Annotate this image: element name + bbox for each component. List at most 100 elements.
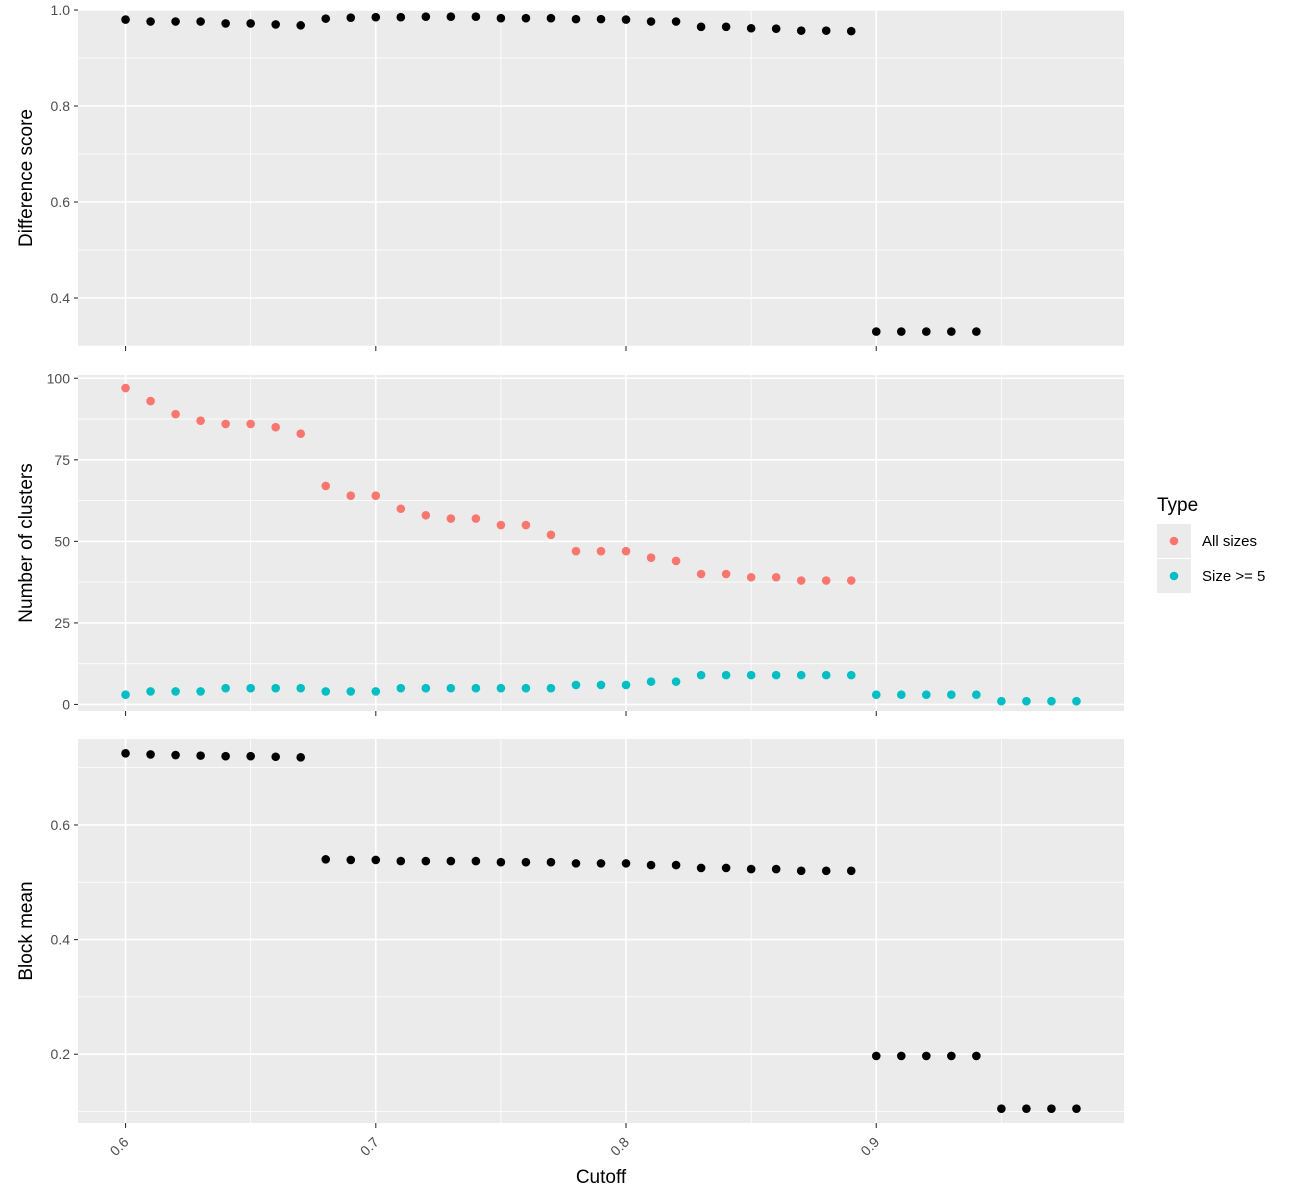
data-point	[521, 520, 531, 530]
data-point	[1072, 1104, 1081, 1113]
data-point	[846, 866, 856, 876]
data-point	[121, 749, 130, 758]
data-point	[396, 856, 406, 866]
data-point	[146, 17, 155, 26]
data-point	[521, 857, 531, 867]
data-point	[871, 327, 881, 336]
data-point	[446, 856, 456, 866]
data-point	[1022, 696, 1031, 706]
data-point	[821, 866, 831, 876]
data-point	[371, 855, 381, 865]
data-point	[171, 750, 180, 760]
data-point	[171, 17, 180, 26]
data-point	[346, 687, 356, 696]
data-point	[421, 856, 431, 866]
data-point	[496, 683, 506, 693]
data-point	[621, 859, 631, 868]
data-point	[146, 750, 155, 759]
data-point	[721, 569, 731, 579]
data-point	[947, 327, 956, 336]
data-point	[696, 863, 706, 873]
data-point	[871, 1051, 881, 1061]
data-point	[196, 416, 205, 425]
data-point	[746, 23, 756, 33]
data-point	[972, 1051, 981, 1061]
data-point	[646, 17, 656, 26]
y-tick-label: 0	[62, 696, 70, 712]
data-point	[271, 752, 280, 762]
data-point	[496, 520, 506, 530]
data-point	[721, 863, 731, 873]
data-point	[321, 687, 331, 696]
data-point	[997, 696, 1006, 706]
x-tick-label: 0.6	[107, 1134, 132, 1159]
data-point	[246, 683, 255, 693]
data-point	[596, 14, 606, 24]
data-point	[846, 670, 856, 680]
data-point	[321, 855, 331, 864]
data-point	[596, 546, 606, 556]
data-point	[646, 677, 656, 686]
data-point	[346, 491, 356, 500]
data-point	[796, 576, 806, 585]
data-point	[221, 751, 230, 761]
panel-block-mean: 0.2 0.4 0.6 0.6 0.7 0.8 0.9 Block mean Cutoff	[16, 739, 1124, 1188]
legend-label: All sizes	[1202, 533, 1257, 550]
panel-background	[78, 375, 1124, 711]
data-point	[221, 419, 230, 429]
y-tick-label: 100	[47, 370, 71, 386]
data-point	[721, 22, 731, 32]
x-tick-label: 0.9	[857, 1134, 882, 1159]
data-point	[696, 22, 706, 32]
x-tick-label: 0.8	[607, 1134, 632, 1159]
data-point	[346, 855, 356, 865]
data-point	[796, 26, 806, 35]
data-point	[146, 687, 155, 696]
data-point	[446, 683, 456, 693]
data-point	[271, 20, 280, 29]
panel-background	[78, 739, 1124, 1123]
data-point	[696, 569, 706, 579]
y-tick-label: 0.8	[51, 98, 71, 114]
data-point	[671, 17, 681, 26]
data-point	[371, 491, 381, 500]
data-point	[246, 419, 255, 429]
data-point	[171, 687, 180, 696]
data-point	[671, 677, 681, 686]
data-point	[471, 12, 481, 22]
data-point	[296, 429, 306, 439]
data-point	[746, 572, 756, 582]
data-point	[546, 13, 556, 23]
data-point	[121, 383, 130, 393]
data-point	[1072, 696, 1081, 706]
data-point	[471, 514, 481, 523]
data-point	[1047, 696, 1056, 706]
data-point	[596, 680, 606, 690]
data-point	[321, 14, 331, 23]
y-axis-title: Number of clusters	[16, 463, 37, 622]
y-tick-label: 0.2	[51, 1046, 71, 1062]
data-point	[396, 683, 406, 693]
data-point	[947, 1051, 956, 1061]
x-axis-title: Cutoff	[576, 1167, 627, 1188]
series-1	[121, 670, 1081, 706]
series-0	[121, 12, 981, 336]
data-point	[471, 856, 481, 866]
data-point	[972, 690, 981, 699]
data-point	[746, 670, 756, 680]
data-point	[371, 12, 381, 22]
data-point	[721, 670, 731, 680]
y-tick-label: 50	[54, 533, 70, 549]
data-point	[821, 26, 831, 35]
panel-difference-score: 0.4 0.6 0.8 1.0 Difference score	[16, 2, 1124, 351]
data-point	[846, 26, 856, 36]
data-point	[871, 690, 881, 699]
data-point	[271, 422, 280, 432]
data-point	[446, 514, 456, 523]
data-point	[821, 576, 831, 585]
data-point	[947, 690, 956, 699]
y-tick-label: 0.6	[51, 194, 71, 210]
